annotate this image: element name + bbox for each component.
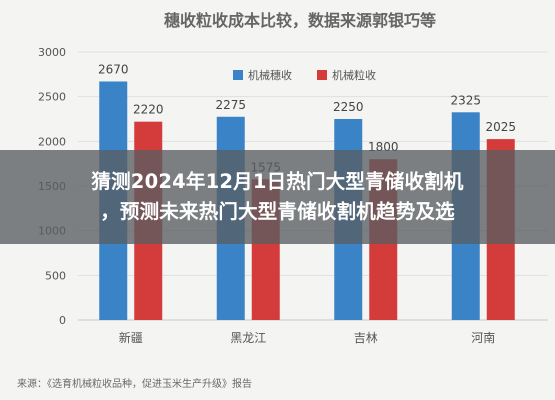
legend-swatch-series-2 bbox=[317, 70, 327, 80]
data-label: 2250 bbox=[333, 100, 364, 114]
legend: 机械穗收 机械粒收 bbox=[233, 68, 376, 82]
x-tick-label: 吉林 bbox=[354, 331, 378, 345]
legend-label-series-2: 机械粒收 bbox=[332, 68, 376, 82]
data-label: 2025 bbox=[485, 120, 516, 134]
headline-line-2: ，预测未来热门大型青储收割机趋势及选 bbox=[100, 200, 455, 223]
data-label: 2670 bbox=[98, 62, 129, 76]
x-axis-ticks: 新疆 黑龙江 吉林 河南 bbox=[119, 330, 496, 345]
x-tick-label: 河南 bbox=[471, 330, 495, 345]
y-tick-label: 2000 bbox=[38, 135, 66, 148]
legend-label-series-1: 机械穗收 bbox=[248, 68, 292, 82]
y-tick-label: 3000 bbox=[38, 46, 66, 59]
chart-title: 穗收粒收成本比较，数据来源郭银巧等 bbox=[164, 11, 436, 30]
x-tick-label: 黑龙江 bbox=[230, 331, 266, 345]
x-tick-label: 新疆 bbox=[119, 330, 143, 345]
data-label: 2325 bbox=[450, 93, 481, 107]
headline-banner: 猜测2024年12月1日热门大型青储收割机 ，预测未来热门大型青储收割机趋势及选 bbox=[0, 150, 555, 244]
y-tick-label: 0 bbox=[59, 314, 66, 327]
headline-line-1: 猜测2024年12月1日热门大型青储收割机 bbox=[91, 170, 464, 193]
data-label: 2220 bbox=[133, 103, 164, 117]
legend-swatch-series-1 bbox=[233, 70, 243, 80]
data-label: 2275 bbox=[215, 98, 246, 112]
y-tick-label: 500 bbox=[45, 269, 66, 282]
y-tick-label: 2500 bbox=[38, 91, 66, 104]
source-note: 来源：《选育机械粒收品种，促进玉米生产升级》报告 bbox=[17, 379, 252, 390]
